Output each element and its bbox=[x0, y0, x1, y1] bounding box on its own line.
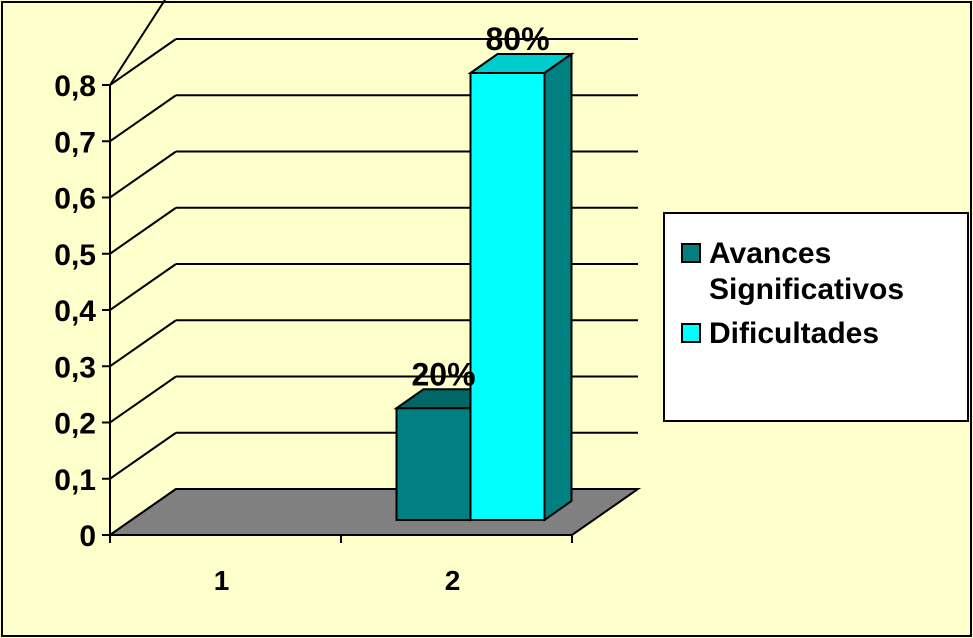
y-tick-label: 0,6 bbox=[54, 183, 96, 216]
bar-front bbox=[469, 72, 546, 521]
y-axis-ticks: 0 0,1 0,2 0,3 0,4 0,5 0,6 0,7 0,8 bbox=[54, 70, 110, 553]
data-label: 80% bbox=[485, 21, 549, 57]
y-tick-label: 0,8 bbox=[54, 70, 96, 103]
y-tick-label: 0,2 bbox=[54, 408, 96, 441]
legend-swatch-dificultades bbox=[681, 323, 701, 343]
y-tick-label: 0 bbox=[79, 520, 96, 553]
legend-swatch-avances bbox=[681, 243, 701, 263]
gridline-diagonal bbox=[109, 319, 177, 368]
x-tick-label: 1 bbox=[214, 565, 230, 596]
y-tick-label: 0,4 bbox=[54, 295, 96, 328]
gridline-diagonal bbox=[109, 206, 177, 255]
bars bbox=[393, 52, 575, 522]
gridline-diagonal bbox=[109, 38, 177, 86]
y-tick-label: 0,5 bbox=[54, 239, 96, 272]
gridline-diagonal bbox=[109, 375, 177, 424]
data-labels: 20% 80% bbox=[411, 21, 549, 392]
legend-label-dificultades: Dificultades bbox=[709, 317, 880, 350]
legend-label-avances: Avances Significativos bbox=[709, 237, 905, 306]
gridline-diagonal bbox=[109, 94, 177, 143]
data-label: 20% bbox=[411, 356, 475, 392]
legend-item-dificultades: Dificultades bbox=[681, 316, 959, 352]
legend-item-avances: Avances Significativos bbox=[681, 236, 959, 308]
legend: Avances Significativos Dificultades bbox=[663, 212, 969, 422]
bar-front bbox=[395, 407, 472, 521]
y-tick-label: 0,3 bbox=[54, 351, 96, 384]
bar-dificultades-2 bbox=[467, 52, 575, 522]
gridline-diagonal bbox=[109, 263, 177, 311]
x-tick-label: 2 bbox=[445, 565, 461, 596]
y-tick-label: 0,1 bbox=[54, 464, 96, 497]
gridline-diagonal bbox=[109, 150, 177, 199]
y-tick-label: 0,7 bbox=[54, 126, 96, 159]
bar-side bbox=[543, 52, 573, 522]
gridline-diagonal bbox=[109, 431, 177, 480]
gridline-diagonal bbox=[109, 0, 167, 86]
